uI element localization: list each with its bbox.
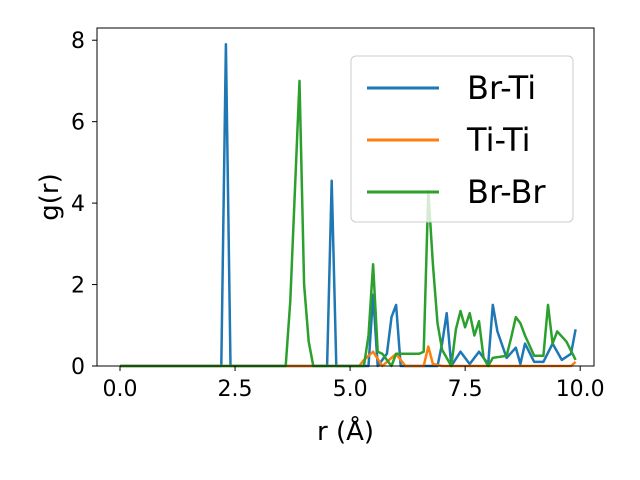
legend: Br-Ti Ti-Ti Br-Br: [350, 55, 574, 223]
y-tick-label: 0: [71, 355, 85, 380]
y-axis-label: g(r): [35, 173, 65, 220]
x-tick-label: 5.0: [333, 377, 368, 402]
x-tick-label: 7.5: [448, 377, 483, 402]
axes-frame: [96, 27, 595, 367]
y-tick-label: 8: [71, 29, 85, 54]
x-axis-label: r (Å): [317, 415, 374, 447]
y-tick-label: 2: [71, 274, 85, 299]
y-tick-label: 4: [71, 192, 85, 217]
legend-label: Br-Br: [467, 173, 546, 211]
legend-box: [350, 55, 574, 223]
x-tick-label: 2.5: [218, 377, 253, 402]
legend-label: Ti-Ti: [466, 121, 531, 159]
x-axis-ticks: 0.0 2.5 5.0 7.5 10.0: [103, 366, 605, 402]
y-axis-ticks: 0 2 4 6 8: [71, 29, 97, 380]
y-tick-label: 6: [71, 111, 85, 136]
x-tick-label: 10.0: [556, 377, 605, 402]
legend-label: Br-Ti: [467, 69, 536, 107]
x-tick-label: 0.0: [103, 377, 138, 402]
